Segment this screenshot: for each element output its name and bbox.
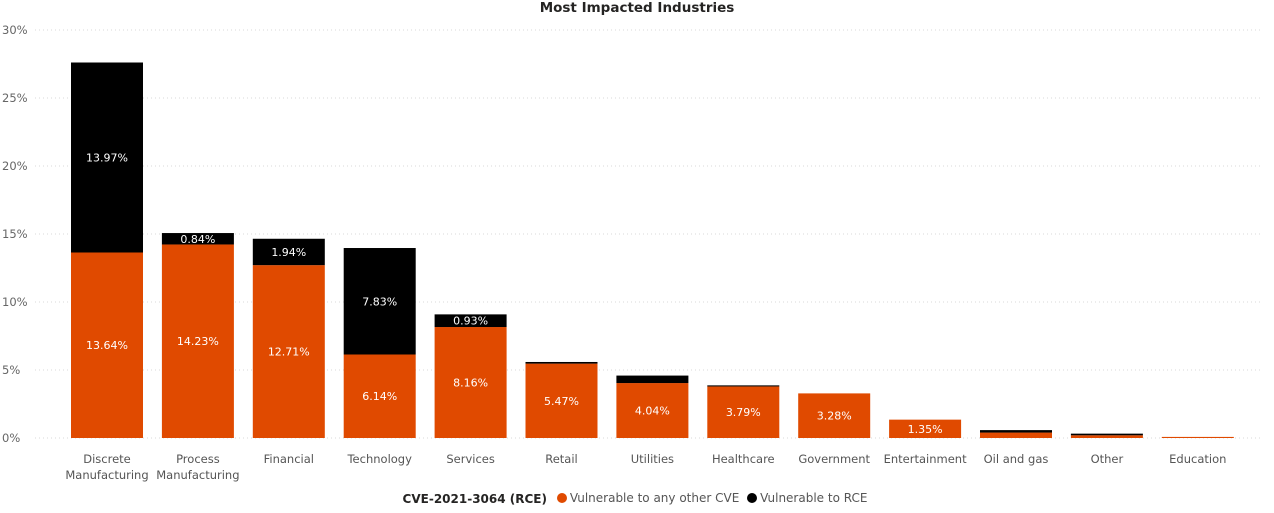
y-tick-label: 25% [2,91,28,105]
x-tick-label: Utilities [631,452,674,466]
data-label: 3.28% [817,410,852,423]
data-label: 13.64% [86,339,128,352]
bar-segment [980,432,1052,438]
bars [71,62,1234,438]
x-tick-label: Manufacturing [65,468,148,482]
legend: CVE-2021-3064 (RCE) Vulnerable to any ot… [0,491,1274,506]
data-labels: 13.64% 13.97% 14.23% 0.84% 12.71% 1.94% 6.14% 7… [86,152,943,436]
data-label: 4.04% [635,405,670,418]
legend-swatch-rce [747,493,758,503]
legend-swatch-other-cve [556,493,567,503]
bar-segment [707,385,780,387]
bar-segment [434,327,507,438]
y-tick-label: 5% [2,363,20,377]
y-tick-label: 10% [2,295,28,309]
x-tick-label: Technology [346,452,412,466]
y-axis: 0% 5% 10% 15% 20% 25% 30% [2,23,28,445]
x-tick-label: Services [446,452,495,466]
x-tick-label: Retail [545,452,578,466]
bar-segment [343,248,416,355]
data-label: 1.94% [271,246,306,259]
x-tick-label: Process [176,452,220,466]
y-tick-label: 15% [2,227,28,241]
legend-title: CVE-2021-3064 (RCE) [402,492,547,506]
x-tick-label: Education [1169,452,1226,466]
legend-label-rce: Vulnerable to RCE [760,491,868,505]
bar-segment [1070,435,1143,438]
legend-item-rce[interactable]: Vulnerable to RCE [747,491,867,505]
bar-segment [616,375,689,384]
x-tick-label: Oil and gas [984,452,1049,466]
bar-segment [252,265,325,438]
bar-segment [161,244,234,438]
y-tick-label: 0% [2,431,20,445]
bar-segment [707,386,780,438]
x-tick-label: Healthcare [712,452,775,466]
bar-segment [71,62,143,253]
bar-segment [980,430,1052,433]
data-label: 5.47% [544,395,579,408]
bar-segment [161,233,234,245]
data-label: 6.14% [362,390,397,403]
x-tick-label: Other [1091,452,1124,466]
bar-segment [1161,436,1234,438]
bar-segment [343,354,416,438]
x-tick-label: Financial [264,452,314,466]
x-tick-label: Manufacturing [156,468,239,482]
x-axis: Discrete Manufacturing Process Manufacturin… [65,452,1226,482]
data-label: 14.23% [177,335,219,348]
data-label: 8.16% [453,377,488,390]
bar-segment [71,252,143,438]
data-label: 13.97% [86,152,128,165]
bar-segment [798,393,871,438]
bar-segment [616,383,689,438]
data-label: 0.93% [453,315,488,328]
data-label: 1.35% [908,423,943,436]
legend-label-other-cve: Vulnerable to any other CVE [569,491,740,505]
bar-segment [434,314,507,328]
x-tick-label: Government [798,452,870,466]
legend-item-other-cve[interactable]: Vulnerable to any other CVE [556,491,740,505]
bar-segment [889,419,962,438]
y-tick-label: 30% [2,23,28,37]
chart-title: Most Impacted Industries [540,0,735,16]
gridlines [35,29,1260,439]
bar-segment [525,361,598,364]
y-tick-label: 20% [2,159,28,173]
bar-segment [1070,433,1143,436]
data-label: 7.83% [362,295,397,308]
bar-segment [252,238,325,266]
data-label: 3.79% [726,406,761,419]
x-tick-label: Discrete [83,452,131,466]
bar-segment [525,363,598,438]
x-tick-label: Entertainment [884,452,967,466]
data-label: 0.84% [180,233,215,246]
data-label: 12.71% [268,346,310,359]
